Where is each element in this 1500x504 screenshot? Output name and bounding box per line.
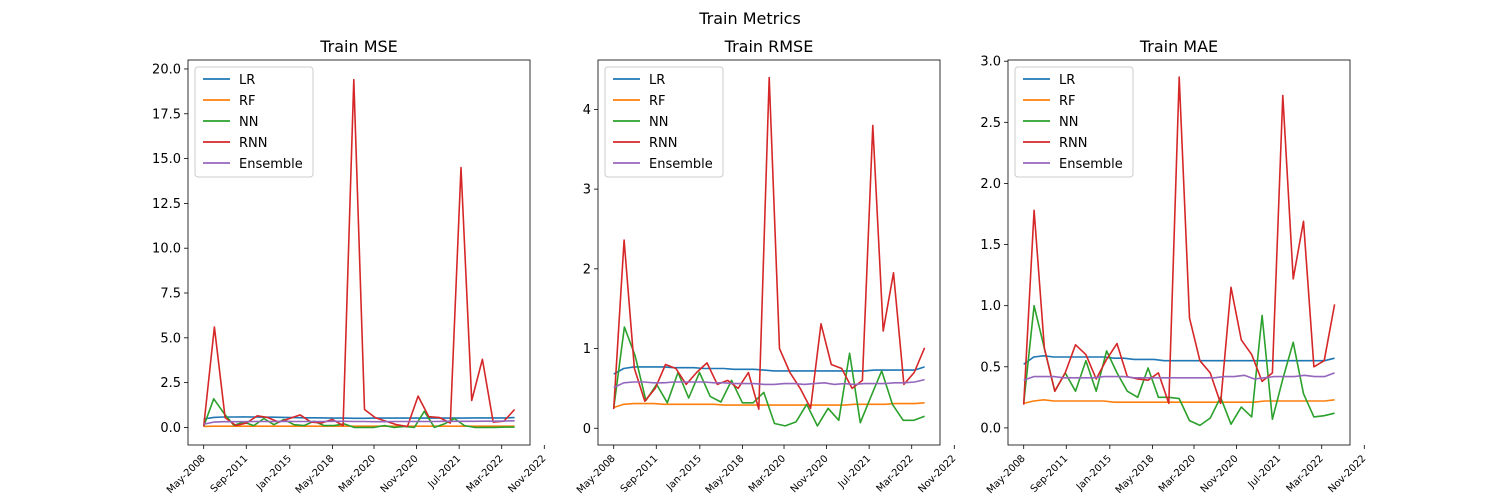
legend-label: RF — [239, 94, 256, 109]
x-tick-label: Mar-2022 — [465, 453, 506, 494]
y-tick-label: 17.5 — [152, 107, 181, 122]
x-tick-label: Jan-2015 — [664, 453, 704, 493]
y-tick-label: 20.0 — [152, 62, 181, 77]
y-tick-label: 1 — [583, 342, 591, 357]
series-line-nn — [204, 399, 515, 428]
y-tick-label: 7.5 — [160, 287, 181, 302]
legend-label: NN — [239, 115, 258, 130]
x-tick-label: Mar-2022 — [1285, 453, 1326, 494]
legend-label: RNN — [649, 136, 677, 151]
x-tick-label: Jul-2021 — [1246, 453, 1284, 491]
y-tick-label: 1.0 — [980, 299, 1001, 314]
series-line-lr — [204, 417, 515, 419]
x-tick-label: Nov-2020 — [379, 453, 421, 495]
legend: LR RF NN RNN Ensemble — [195, 67, 313, 177]
x-tick-label: Jul-2021 — [836, 453, 874, 491]
legend-label: LR — [649, 73, 665, 88]
y-tick-label: 15.0 — [152, 152, 181, 167]
subplot-1: Train MSE 0.0 2.5 5.0 7.5 10.0 12.5 15.0 17.5 20.… — [152, 37, 548, 496]
legend-label: RNN — [1059, 136, 1087, 151]
x-tick-label: Sep-2011 — [1029, 453, 1071, 495]
legend-label: LR — [239, 73, 255, 88]
x-tick-label: May-2008 — [985, 453, 1028, 496]
x-tick-label: Nov-2022 — [916, 453, 958, 495]
legend: LR RF NN RNN Ensemble — [1015, 67, 1133, 177]
y-tick-label: 1.5 — [980, 238, 1001, 253]
y-tick-label: 10.0 — [152, 242, 181, 257]
series-line-nn — [1024, 306, 1335, 426]
y-tick-label: 5.0 — [160, 331, 181, 346]
subplot-title: Train RMSE — [724, 37, 814, 56]
x-tick-label: Jan-2015 — [254, 453, 294, 493]
y-tick-label: 0 — [583, 422, 591, 437]
figure-title: Train Metrics — [698, 9, 801, 28]
y-tick-label: 4 — [583, 103, 591, 118]
legend-label: RF — [1059, 94, 1076, 109]
y-tick-label: 2.5 — [980, 116, 1001, 131]
x-tick-label: Nov-2022 — [506, 453, 548, 495]
x-tick-label: Sep-2011 — [619, 453, 661, 495]
legend-label: NN — [649, 115, 668, 130]
y-tick-label: 0.0 — [160, 421, 181, 436]
series-line-lr — [614, 367, 925, 374]
legend-label: Ensemble — [649, 157, 713, 172]
subplot-title: Train MAE — [1139, 37, 1218, 56]
x-tick-label: May-2008 — [575, 453, 618, 496]
x-tick-label: May-2018 — [294, 453, 337, 496]
x-tick-label: May-2018 — [704, 453, 747, 496]
y-tick-label: 0.0 — [980, 421, 1001, 436]
x-tick-label: Nov-2022 — [1326, 453, 1368, 495]
x-tick-label: Mar-2020 — [747, 453, 788, 494]
legend-label: RNN — [239, 136, 267, 151]
x-tick-label: Mar-2020 — [1157, 453, 1198, 494]
y-tick-label: 2.5 — [160, 376, 181, 391]
legend-label: Ensemble — [239, 157, 303, 172]
y-tick-label: 0.5 — [980, 360, 1001, 375]
x-tick-label: Jan-2015 — [1074, 453, 1114, 493]
x-tick-label: Nov-2020 — [1199, 453, 1241, 495]
x-tick-label: Jul-2021 — [426, 453, 464, 491]
x-tick-label: Nov-2020 — [789, 453, 831, 495]
x-tick-label: May-2018 — [1114, 453, 1157, 496]
y-tick-label: 2 — [583, 262, 591, 277]
legend-label: LR — [1059, 73, 1075, 88]
y-tick-label: 12.5 — [152, 197, 181, 212]
x-tick-label: Mar-2022 — [875, 453, 916, 494]
legend: LR RF NN RNN Ensemble — [605, 67, 723, 177]
y-tick-label: 2.0 — [980, 177, 1001, 192]
legend-label: NN — [1059, 115, 1078, 130]
legend-label: Ensemble — [1059, 157, 1123, 172]
x-tick-label: May-2008 — [165, 453, 208, 496]
x-tick-label: Mar-2020 — [337, 453, 378, 494]
y-tick-label: 3.0 — [980, 55, 1001, 70]
y-tick-label: 3 — [583, 183, 591, 198]
series-line-ensemble — [1024, 373, 1335, 380]
x-tick-label: Sep-2011 — [209, 453, 251, 495]
subplot-title: Train MSE — [319, 37, 398, 56]
legend-label: RF — [649, 94, 666, 109]
